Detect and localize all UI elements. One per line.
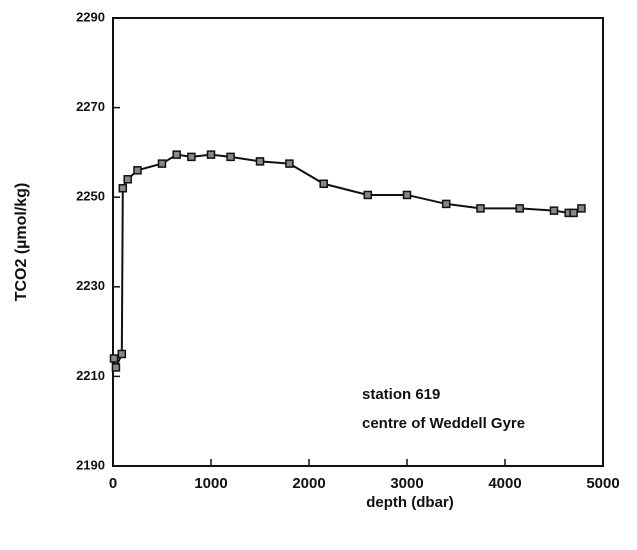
data-point: [319, 179, 328, 189]
x-axis-label: depth (dbar): [366, 494, 454, 511]
data-point: [569, 208, 578, 218]
data-point: [111, 363, 121, 372]
data-point: [172, 150, 181, 159]
data-point: [363, 190, 373, 200]
data-point: [123, 175, 132, 184]
data-point: [187, 152, 196, 162]
data-point: [226, 152, 235, 162]
data-point: [133, 166, 142, 175]
data-point: [441, 199, 451, 209]
x-tick-label: 3000: [390, 475, 423, 492]
x-tick-label: 1000: [194, 475, 227, 492]
y-tick-label: 2250: [76, 189, 105, 204]
annotation: station 619: [362, 386, 440, 403]
y-tick-label: 2290: [76, 9, 105, 24]
y-tick-label: 2230: [76, 278, 105, 293]
data-point: [515, 204, 524, 213]
data-point: [476, 204, 485, 213]
data-point: [402, 190, 412, 200]
data-point: [285, 159, 294, 168]
plot-frame: [112, 17, 604, 467]
y-tick-label: 2210: [76, 368, 105, 383]
data-point: [157, 159, 167, 168]
data-point: [118, 183, 128, 193]
y-tick-label: 2190: [76, 457, 105, 472]
data-point: [117, 349, 127, 359]
data-point: [206, 150, 216, 159]
data-point: [109, 354, 119, 363]
annotation: centre of Weddell Gyre: [362, 415, 525, 432]
x-tick-label: 5000: [586, 475, 619, 492]
data-line: [113, 153, 582, 371]
data-point: [577, 204, 586, 213]
x-tick-label: 0: [109, 475, 117, 492]
x-tick-label: 2000: [292, 475, 325, 492]
y-tick-label: 2270: [76, 99, 105, 114]
data-point: [549, 206, 559, 215]
y-axis-label: TCO2 (µmol/kg): [13, 183, 30, 302]
x-tick-label: 4000: [488, 475, 521, 492]
data-point: [255, 157, 265, 166]
